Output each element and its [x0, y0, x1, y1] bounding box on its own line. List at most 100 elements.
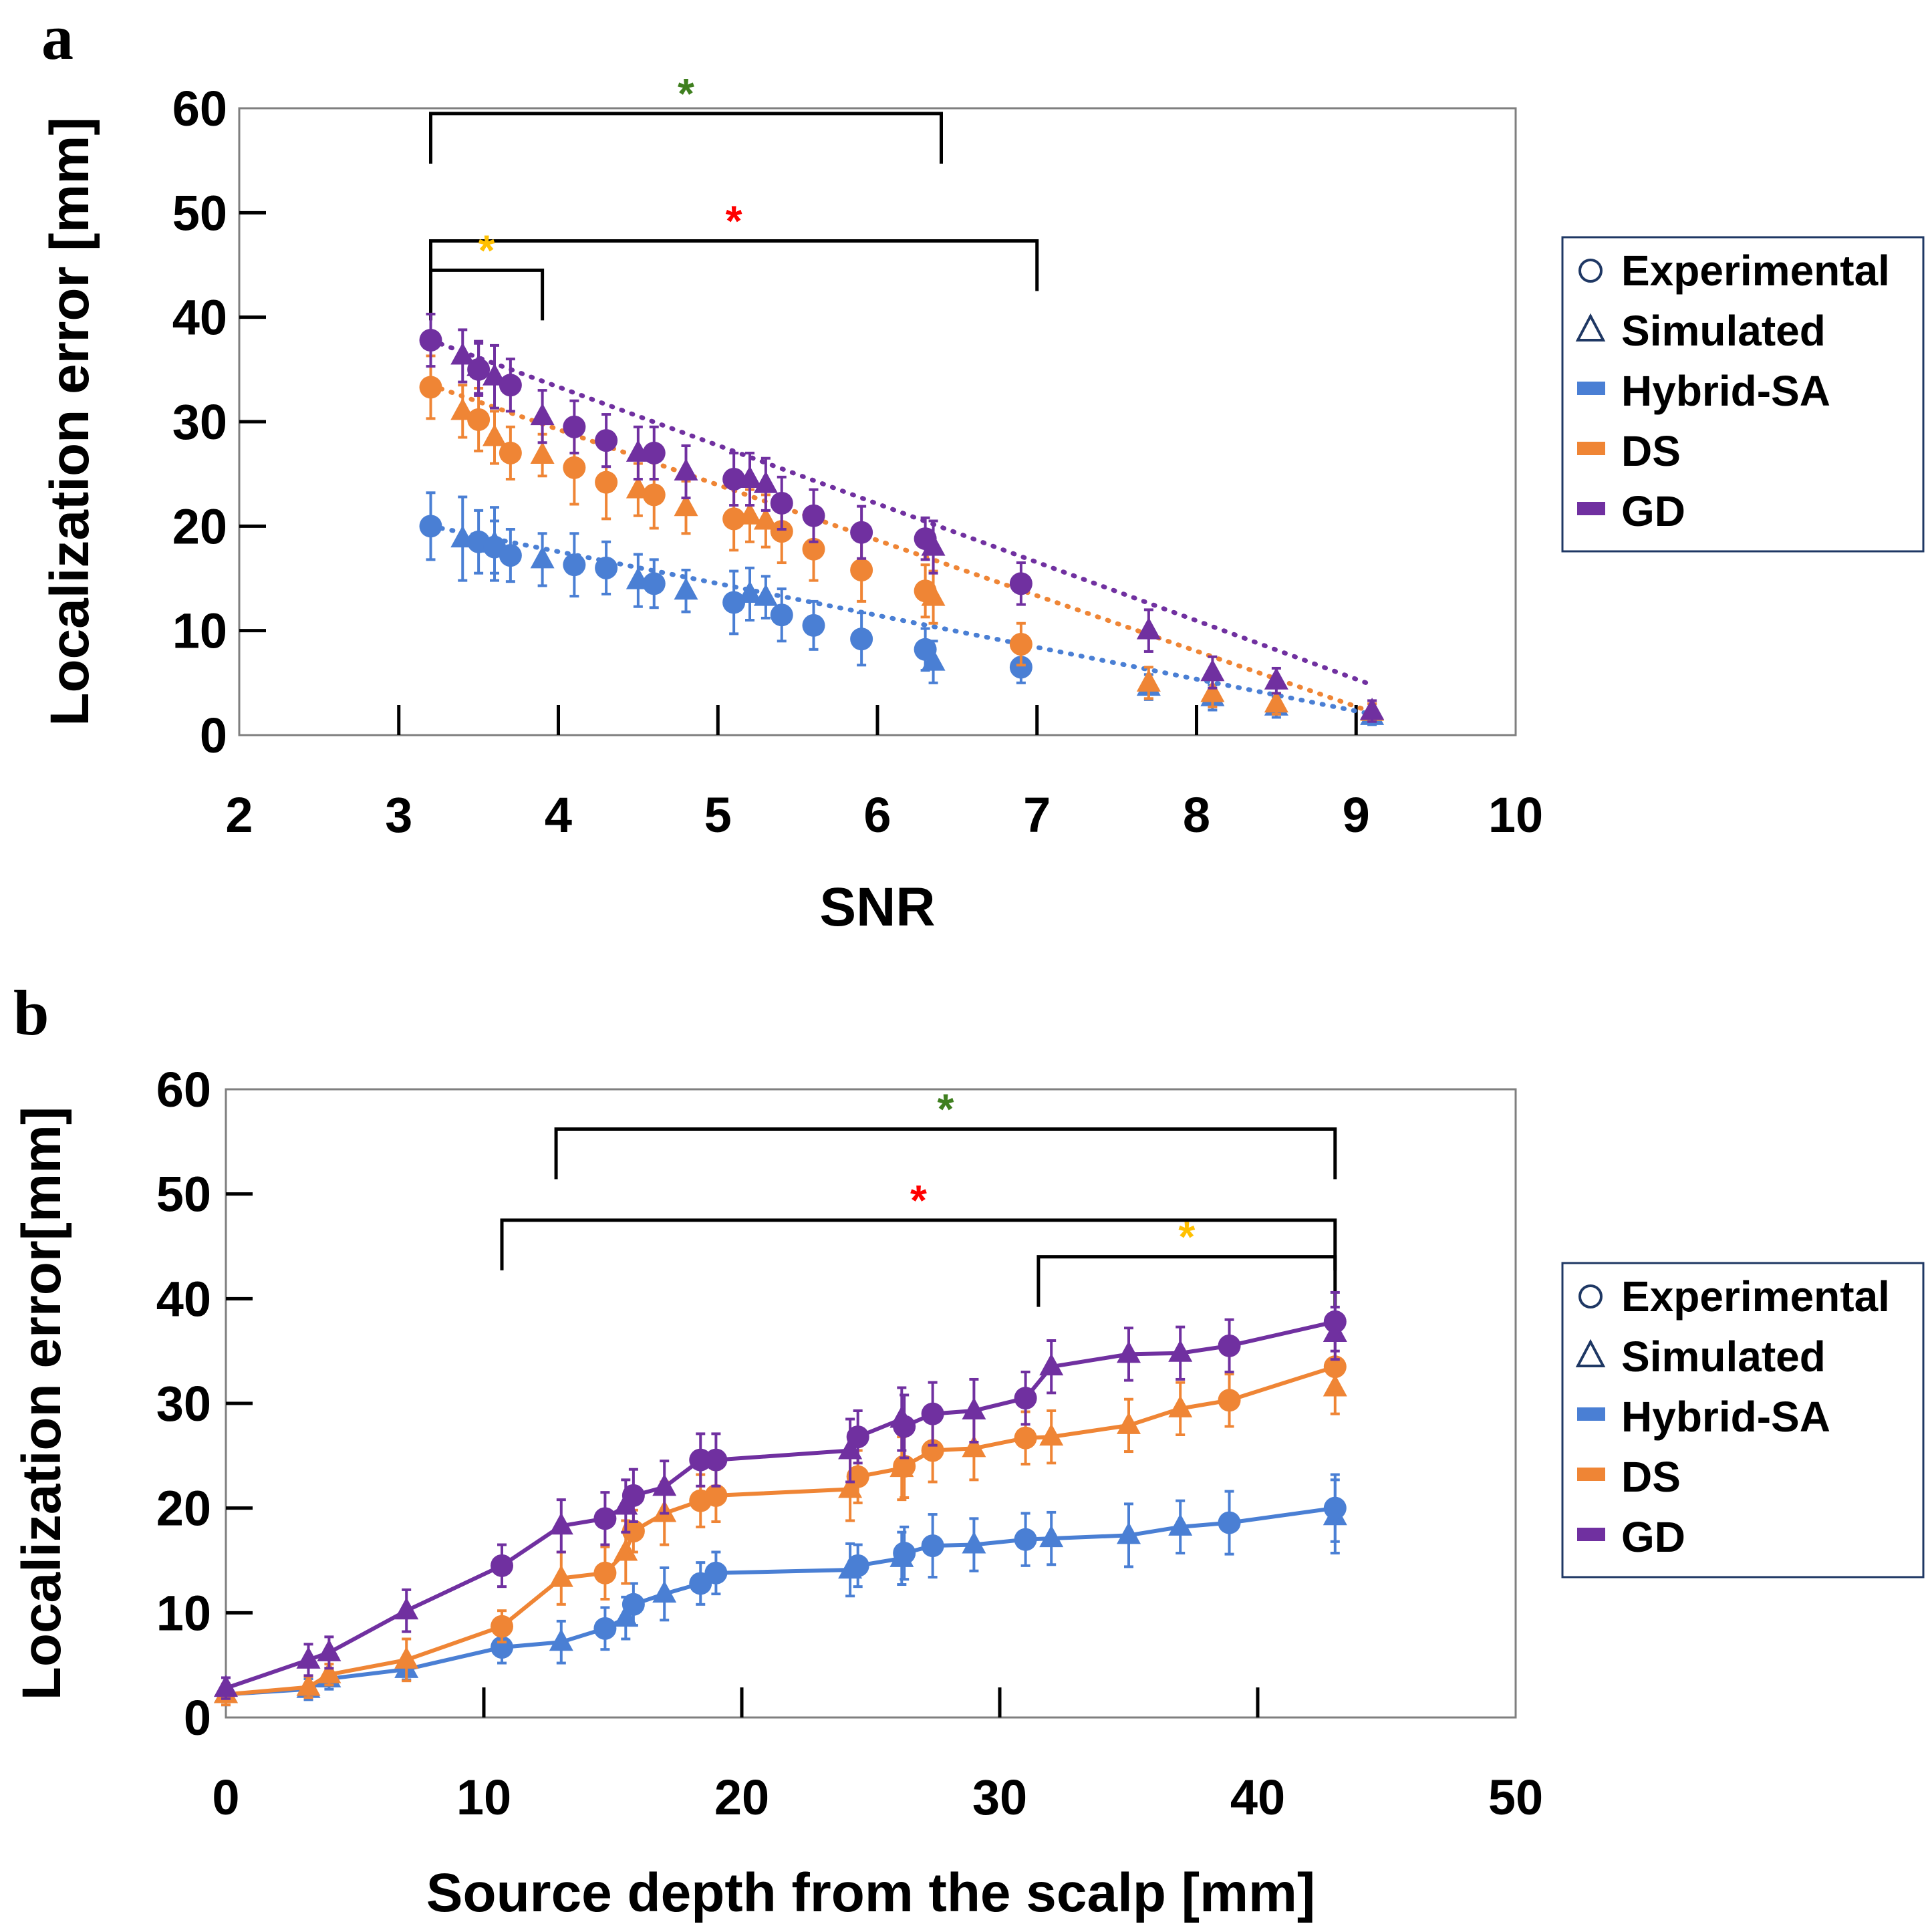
- x-tick-label: 5: [704, 787, 732, 843]
- series-hybrid-sa: [419, 491, 1385, 726]
- experimental-point: [593, 1617, 617, 1640]
- significance-bracket: [500, 1218, 1337, 1270]
- experimental-point: [893, 1542, 916, 1565]
- simulated-point: [674, 494, 698, 517]
- panel-letter-b: b: [13, 977, 49, 1049]
- legend-label: Hybrid-SA: [1621, 1393, 1830, 1441]
- experimental-point: [499, 544, 522, 567]
- simulated-point: [530, 403, 555, 426]
- experimental-point: [593, 1507, 617, 1530]
- experimental-point: [722, 467, 746, 491]
- experimental-point: [802, 537, 825, 561]
- simulated-point: [1168, 1513, 1193, 1536]
- simulated-point: [1136, 669, 1161, 692]
- simulated-point: [394, 1646, 419, 1669]
- experimental-point: [642, 441, 666, 464]
- experimental-point: [499, 374, 522, 397]
- x-axis-title: Source depth from the scalp [mm]: [426, 1862, 1315, 1923]
- simulated-point: [1200, 659, 1225, 682]
- experimental-point: [491, 1615, 514, 1638]
- experimental-point: [893, 1455, 916, 1478]
- significance-bracket: [429, 112, 943, 164]
- simulated-point: [450, 342, 475, 365]
- trend-line: [428, 337, 1375, 688]
- experimental-point: [642, 483, 666, 507]
- experimental-point: [1218, 1511, 1241, 1534]
- simulated-point: [1168, 1395, 1193, 1417]
- x-axis-title: SNR: [819, 877, 935, 938]
- experimental-point: [722, 507, 746, 531]
- simulated-point: [962, 1531, 986, 1554]
- simulated-point: [549, 1629, 573, 1651]
- legend-frame: [1561, 1262, 1925, 1578]
- x-tick-label: 10: [1488, 787, 1543, 843]
- experimental-point: [595, 470, 618, 494]
- legend-color-swatch: [1577, 1468, 1605, 1481]
- series-gd: [214, 1290, 1347, 1700]
- simulated-point: [753, 583, 778, 606]
- experimental-point: [1323, 1355, 1347, 1379]
- series-ds: [419, 354, 1385, 722]
- experimental-point: [914, 527, 937, 551]
- experimental-point: [921, 1534, 944, 1558]
- legend-color-swatch: [1577, 442, 1605, 455]
- significance-bracket: [429, 268, 545, 321]
- experimental-point: [593, 1561, 617, 1584]
- experimental-point: [921, 1439, 944, 1462]
- experimental-point: [850, 628, 873, 651]
- significance-bracket: [554, 1127, 1337, 1180]
- simulated-point: [652, 1474, 677, 1496]
- significance-bracket: [429, 239, 1039, 291]
- y-tick-label: 0: [200, 708, 227, 763]
- experimental-point: [499, 441, 522, 464]
- chart-panel-b: 0 10 20 30 40 50 0 10 20 30 40 50 60 Source depth fro…: [11, 1062, 1543, 1923]
- legend-color-swatch: [1577, 382, 1605, 395]
- series-gd: [419, 312, 1385, 723]
- x-tick-label: 9: [1343, 787, 1370, 843]
- trend-line: [428, 523, 1375, 717]
- significance-star: *: [726, 197, 742, 245]
- simulated-point: [613, 1538, 638, 1561]
- series-ds: [214, 1339, 1347, 1707]
- significance-star: *: [478, 226, 495, 274]
- legend-label: Hybrid-SA: [1621, 367, 1830, 415]
- simulated-point: [1264, 690, 1288, 713]
- experimental-point: [642, 572, 666, 595]
- y-tick-label: 60: [156, 1062, 211, 1117]
- x-tick-label: 20: [714, 1770, 769, 1825]
- legend-color-swatch: [1577, 502, 1605, 515]
- experimental-point: [846, 1425, 869, 1449]
- experimental-point: [1014, 1387, 1037, 1410]
- legend-label: Simulated: [1621, 1333, 1826, 1381]
- simulated-point: [394, 1597, 419, 1620]
- simulated-point: [753, 507, 778, 530]
- experimental-point: [1323, 1496, 1347, 1520]
- legend-triangle-icon: [1575, 1339, 1606, 1367]
- experimental-point: [491, 1554, 514, 1577]
- x-tick-label: 6: [863, 787, 891, 843]
- simulated-point: [549, 1564, 573, 1587]
- legend-panel-b: Experimental Simulated Hybrid-SA DS GD: [1561, 1262, 1925, 1578]
- simulated-point: [317, 1661, 341, 1683]
- experimental-point: [1009, 632, 1032, 656]
- simulated-point: [317, 1639, 341, 1661]
- y-tick-label: 40: [156, 1271, 211, 1327]
- significance-star: *: [1178, 1213, 1195, 1261]
- y-tick-label: 10: [172, 603, 227, 659]
- experimental-point: [921, 1402, 944, 1425]
- experimental-point: [1014, 1528, 1037, 1551]
- experimental-point: [893, 1415, 916, 1438]
- significance-star: *: [937, 1085, 954, 1133]
- experimental-point: [704, 1484, 728, 1507]
- simulated-point: [838, 1437, 863, 1460]
- legend-frame: [1561, 236, 1925, 553]
- x-tick-label: 4: [545, 787, 572, 843]
- simulated-point: [482, 424, 507, 446]
- simulated-point: [921, 648, 946, 671]
- simulated-point: [549, 1512, 573, 1535]
- y-axis-title: Localization error[mm]: [11, 1107, 72, 1700]
- simulated-point: [1039, 1525, 1064, 1548]
- experimental-point: [622, 1593, 645, 1616]
- plot-area-frame: [225, 1088, 1517, 1719]
- experimental-point: [850, 521, 873, 544]
